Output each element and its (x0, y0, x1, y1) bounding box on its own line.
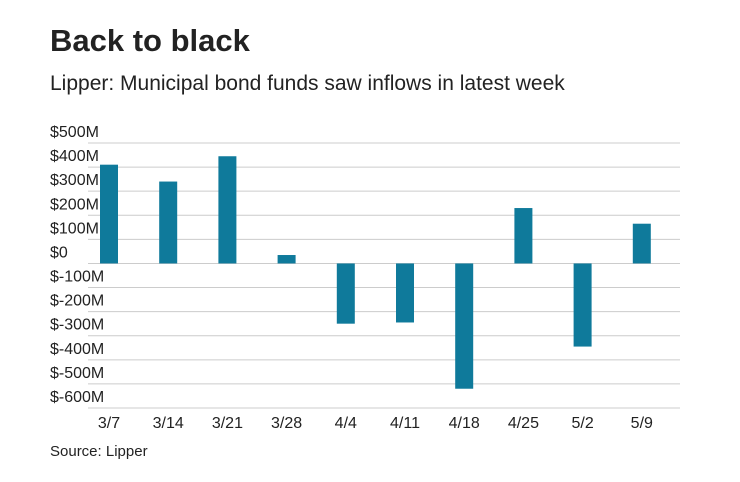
chart-subtitle: Lipper: Municipal bond funds saw inflows… (50, 72, 565, 95)
bar (277, 255, 296, 264)
y-tick-label: $-100M (50, 269, 104, 286)
y-tick-label: $400M (50, 148, 99, 165)
x-tick-label: 4/11 (390, 415, 420, 432)
x-tick-label: 5/2 (571, 415, 593, 432)
bar (218, 156, 237, 264)
x-tick-label: 3/21 (212, 415, 243, 432)
x-tick-label: 3/7 (98, 415, 120, 432)
y-tick-label: $-300M (50, 317, 104, 334)
x-tick-label: 4/25 (508, 415, 539, 432)
y-tick-label: $-500M (50, 365, 104, 382)
y-tick-label: $300M (50, 172, 99, 189)
y-tick-label: $-600M (50, 389, 104, 406)
chart-title: Back to black (50, 23, 251, 58)
bar (573, 263, 592, 347)
x-tick-label: 3/28 (271, 415, 302, 432)
y-tick-label: $100M (50, 220, 99, 237)
y-tick-label: $200M (50, 196, 99, 213)
bar (159, 181, 178, 264)
y-tick-label: $0 (50, 244, 68, 261)
x-tick-label: 5/9 (631, 415, 653, 432)
y-tick-label: $-400M (50, 341, 104, 358)
bar (100, 164, 118, 264)
bar (632, 223, 651, 264)
bar (396, 263, 414, 323)
x-tick-label: 4/18 (449, 415, 480, 432)
x-tick-label: 4/4 (335, 415, 357, 432)
source: Source: Lipper (50, 443, 148, 460)
bar (514, 208, 533, 264)
bar (455, 263, 474, 389)
x-tick-label: 3/14 (153, 415, 184, 432)
y-tick-label: $-200M (50, 293, 104, 310)
bar (336, 263, 355, 324)
y-tick-label: $500M (50, 124, 99, 141)
